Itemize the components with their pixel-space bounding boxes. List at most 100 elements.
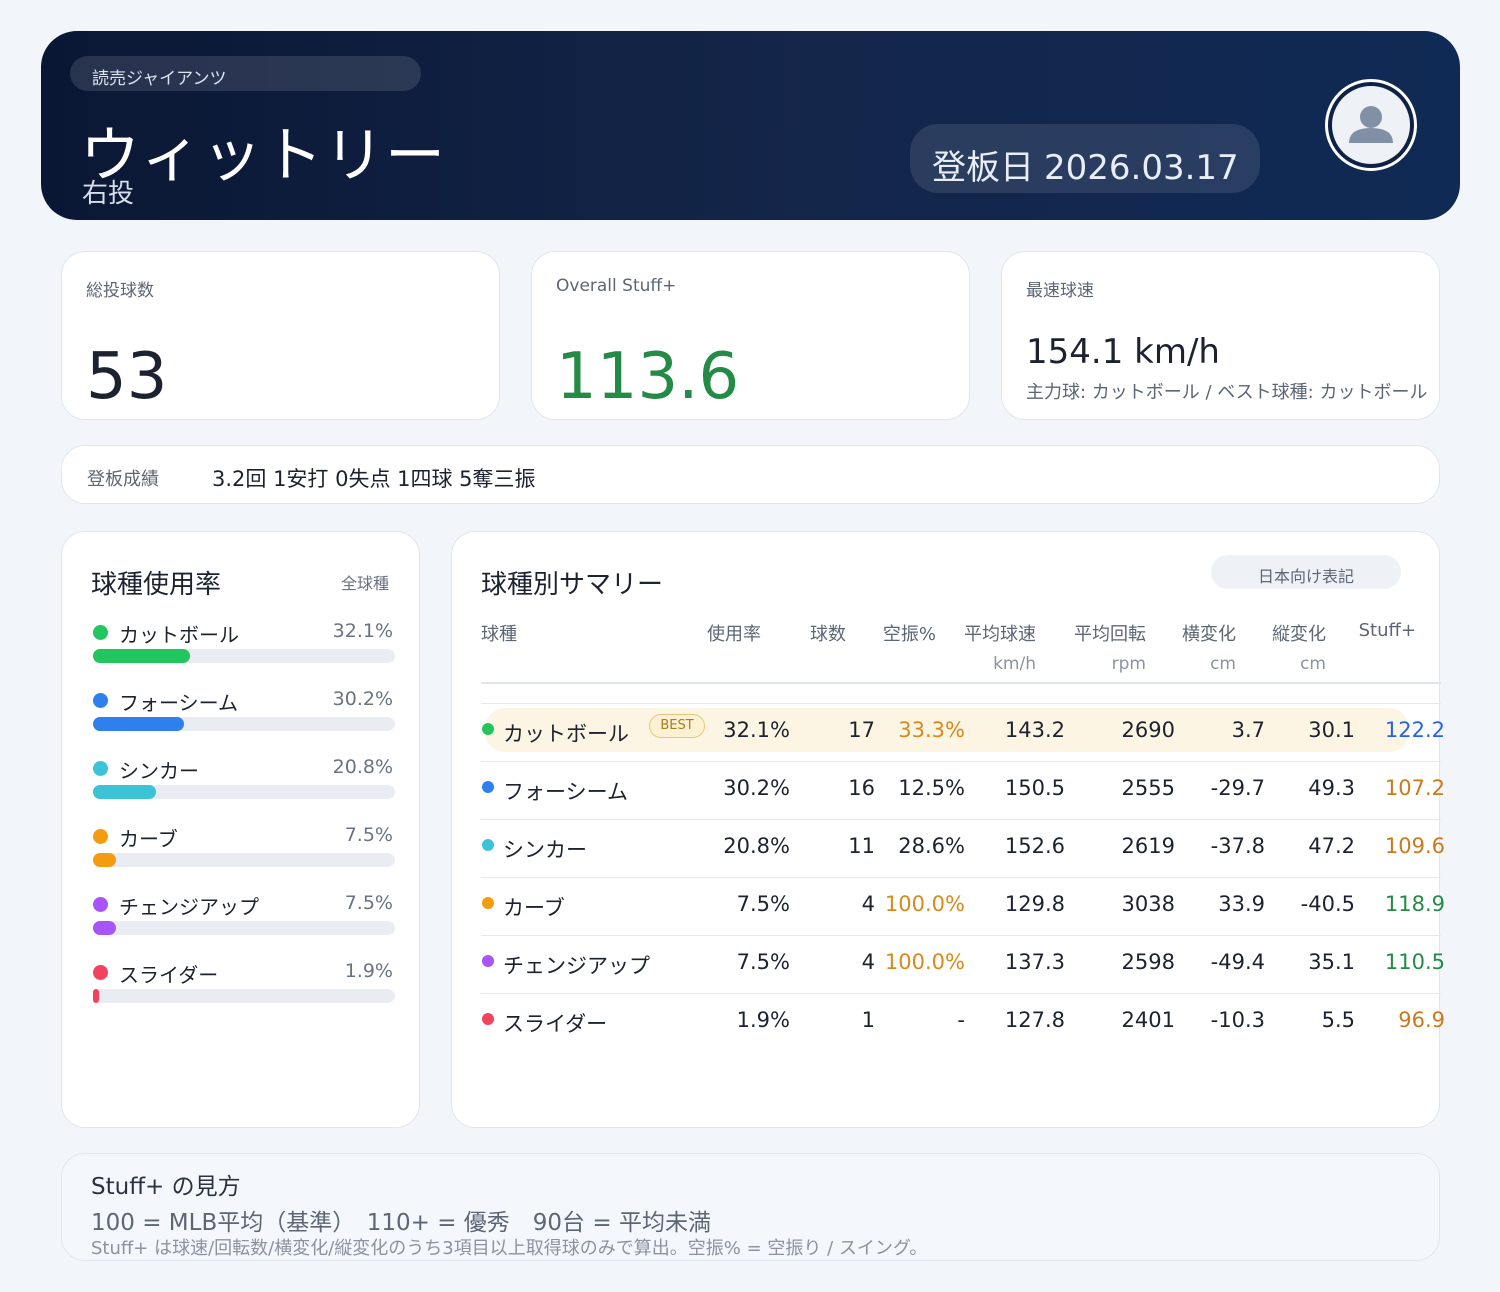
pitch-usage-name: カーブ: [119, 827, 178, 851]
pitch-usage: 30.2%: [723, 776, 790, 800]
col-header-spin-unit: rpm: [1111, 654, 1146, 674]
pitch-vb: 5.5: [1321, 1008, 1355, 1032]
game-date-value: 2026.03.17: [1044, 148, 1239, 188]
pitch-count: 11: [848, 834, 875, 858]
pitch-hb: -29.7: [1210, 776, 1265, 800]
table-row[interactable]: フォーシーム 30.2% 16 12.5% 150.5 2555 -29.7 49.3 107.…: [481, 762, 1445, 820]
pitch-velo: 137.3: [1004, 950, 1065, 974]
pitch-usage-pct: 30.2%: [332, 688, 393, 710]
col-header-whiff[interactable]: 空振%: [882, 624, 936, 645]
pitch-color-dot: [482, 723, 494, 735]
pitch-usage: 32.1%: [723, 718, 790, 742]
col-header-vbreak[interactable]: 縦変化 cm: [1246, 620, 1326, 674]
pitch-stuff: 107.2: [1384, 776, 1445, 800]
pitch-usage-bar-fill: [93, 717, 185, 731]
pitch-color-dot: [482, 955, 494, 967]
pitch-usage-card: 球種使用率 全球種 カットボール 32.1% フォーシーム 30.2% シンカー 20.8…: [61, 531, 420, 1128]
col-header-count[interactable]: 球数: [810, 624, 846, 645]
pitch-spin: 3038: [1121, 892, 1175, 916]
total-pitches-label: 総投球数: [86, 281, 154, 301]
table-row[interactable]: スライダー 1.9% 1 - 127.8 2401 -10.3 5.5 96.9: [481, 994, 1445, 1052]
pitch-hb: -37.8: [1210, 834, 1265, 858]
pitch-usage-item: カットボール 32.1%: [93, 620, 395, 670]
pitch-velo: 152.6: [1004, 834, 1065, 858]
pitch-color-dot: [482, 897, 494, 909]
pitch-spin: 2598: [1121, 950, 1175, 974]
table-row[interactable]: シンカー 20.8% 11 28.6% 152.6 2619 -37.8 47.2 109.6: [481, 820, 1445, 878]
pitch-usage-name: カットボール: [119, 623, 239, 647]
stuff-legend-card: Stuff+ の見方 100 = MLB平均（基準） 110+ = 優秀 90台…: [61, 1153, 1440, 1261]
pitch-usage-pct: 7.5%: [344, 892, 393, 914]
pitch-whiff: 100.0%: [884, 950, 965, 974]
pitch-whiff: 33.3%: [898, 718, 965, 742]
pitch-color-dot: [93, 625, 108, 640]
pitch-name: フォーシーム: [503, 780, 628, 804]
pitch-hb: 33.9: [1218, 892, 1265, 916]
pitch-usage-bar-fill: [93, 853, 116, 867]
col-header-vbreak-unit: cm: [1300, 654, 1326, 674]
pitch-whiff: 100.0%: [884, 892, 965, 916]
max-velocity-value: 154.1 km/h: [1026, 332, 1220, 372]
table-row[interactable]: カーブ 7.5% 4 100.0% 129.8 3038 33.9 -40.5 118.9: [481, 878, 1445, 936]
avatar[interactable]: [1325, 79, 1417, 171]
pitch-usage-item: カーブ 7.5%: [93, 824, 395, 874]
pitch-vb: 49.3: [1308, 776, 1355, 800]
pitch-usage-bar-track: [93, 989, 395, 1003]
pitch-usage: 20.8%: [723, 834, 790, 858]
pitch-summary-title: 球種別サマリー: [481, 570, 664, 600]
col-header-spin[interactable]: 平均回転 rpm: [1056, 620, 1146, 674]
pitch-usage-bar-fill: [93, 989, 99, 1003]
stuff-legend-scale: 100 = MLB平均（基準） 110+ = 優秀 90台 = 平均未満: [91, 1210, 711, 1236]
overall-stuff-label: Overall Stuff+: [556, 276, 677, 296]
pitch-usage: 7.5%: [736, 950, 790, 974]
col-header-pitch[interactable]: 球種: [481, 624, 517, 645]
pitch-usage-item: チェンジアップ 7.5%: [93, 892, 395, 942]
pitch-color-dot: [482, 839, 494, 851]
table-row[interactable]: カットボール BEST 32.1% 17 33.3% 143.2 2690 3.7 30.1 12…: [481, 704, 1445, 762]
pitch-spin: 2690: [1121, 718, 1175, 742]
pitch-usage-pct: 20.8%: [332, 756, 393, 778]
pitch-name: スライダー: [503, 1012, 608, 1036]
pitch-count: 4: [861, 950, 875, 974]
pitch-vb: -40.5: [1300, 892, 1355, 916]
col-header-vbreak-label: 縦変化: [1272, 624, 1326, 645]
pitch-color-dot: [93, 829, 108, 844]
pitch-usage-bar-track: [93, 785, 395, 799]
pitch-usage-bar-fill: [93, 649, 190, 663]
pitch-count: 17: [848, 718, 875, 742]
pitch-hb: 3.7: [1231, 718, 1265, 742]
game-result-card: 登板成績 3.2回 1安打 0失点 1四球 5奪三振: [61, 445, 1440, 504]
pitch-stuff: 109.6: [1384, 834, 1445, 858]
pitch-name: カットボール: [503, 722, 629, 746]
table-header-divider: [481, 682, 1441, 684]
pitch-name: カーブ: [503, 896, 565, 920]
col-header-usage[interactable]: 使用率: [707, 624, 761, 645]
stuff-legend-note: Stuff+ は球速/回転数/横変化/縦変化のうち3項目以上取得球のみで算出。空…: [91, 1238, 928, 1259]
pitch-name: チェンジアップ: [503, 954, 650, 978]
pitch-color-dot: [93, 897, 108, 912]
pitch-vb: 47.2: [1308, 834, 1355, 858]
col-header-velo[interactable]: 平均球速 km/h: [946, 620, 1036, 674]
col-header-hbreak-unit: cm: [1210, 654, 1236, 674]
pitch-velo: 143.2: [1004, 718, 1065, 742]
throwing-hand: 右投: [82, 179, 135, 209]
primary-pitch-note: 主力球: カットボール / ベスト球種: カットボール: [1026, 382, 1428, 403]
col-header-velo-label: 平均球速: [964, 624, 1036, 645]
pitch-usage-pct: 32.1%: [332, 620, 393, 642]
pitch-usage: 7.5%: [736, 892, 790, 916]
overall-stuff-value: 113.6: [556, 340, 740, 414]
pitch-hb: -49.4: [1210, 950, 1265, 974]
user-icon: [1349, 106, 1393, 143]
col-header-stuff[interactable]: Stuff+: [1358, 620, 1416, 641]
col-header-hbreak[interactable]: 横変化 cm: [1156, 620, 1236, 674]
pitch-usage-name: スライダー: [119, 963, 219, 987]
table-row[interactable]: チェンジアップ 7.5% 4 100.0% 137.3 2598 -49.4 35.1 110.…: [481, 936, 1445, 994]
pitch-color-dot: [482, 781, 494, 793]
pitch-count: 16: [848, 776, 875, 800]
pitch-vb: 35.1: [1308, 950, 1355, 974]
pitch-velo: 150.5: [1004, 776, 1065, 800]
japanese-notation-toggle[interactable]: 日本向け表記: [1211, 555, 1401, 589]
pitch-usage-item: シンカー 20.8%: [93, 756, 395, 806]
pitch-hb: -10.3: [1210, 1008, 1265, 1032]
col-header-velo-unit: km/h: [993, 654, 1036, 674]
